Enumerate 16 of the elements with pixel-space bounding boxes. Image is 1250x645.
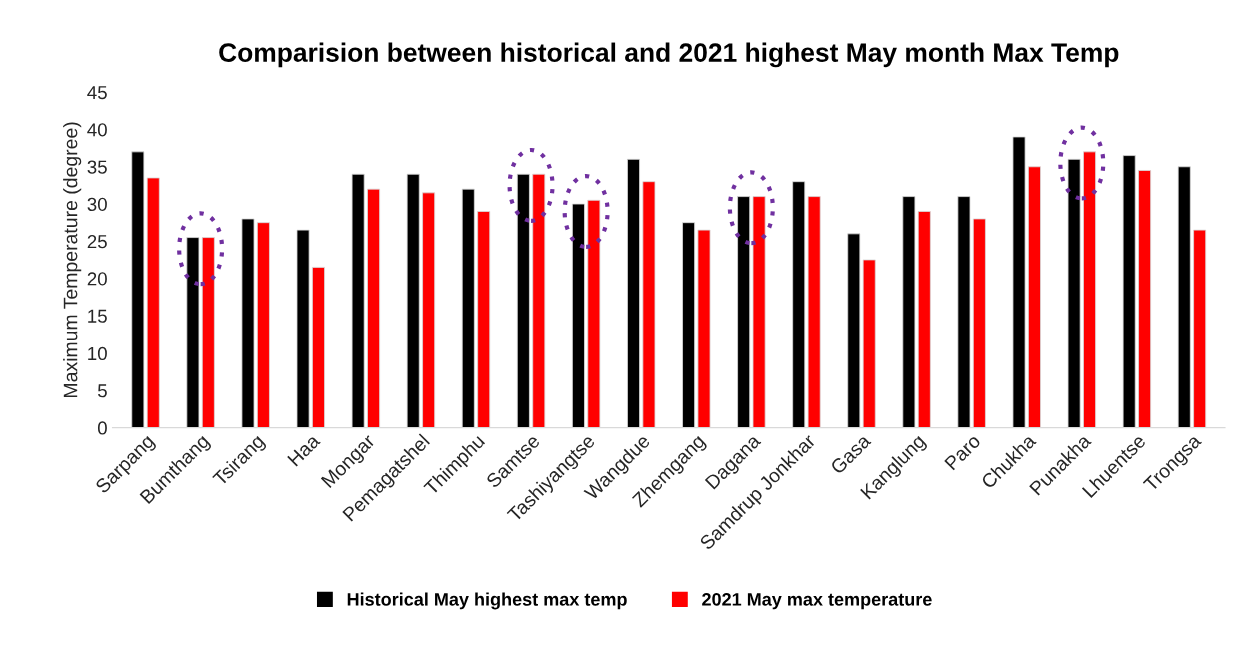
x-tick-label: Paro <box>944 433 982 471</box>
y-tick-label: 25 <box>87 235 107 249</box>
y-tick-label: 40 <box>87 123 107 137</box>
y-tick-label: 20 <box>87 272 107 286</box>
y-tick-label: 35 <box>87 160 107 174</box>
y-tick-label: 30 <box>87 197 107 212</box>
y-tick-label: 10 <box>88 346 107 361</box>
chart-title: Comparision between historical and 2021 highest May month Max Temp <box>219 42 1119 68</box>
legend-label: 2021 May max temperature <box>702 592 932 610</box>
legend-label: Historical May highest max temp <box>347 592 627 610</box>
y-axis-title: Maximum Temperature (degree) <box>63 122 82 398</box>
y-tick-label: 15 <box>88 309 107 323</box>
y-tick-label: 5 <box>97 384 107 398</box>
x-tick-label: Haa <box>287 433 321 467</box>
y-tick-label: 45 <box>87 86 107 100</box>
y-tick-label: 0 <box>97 421 107 435</box>
